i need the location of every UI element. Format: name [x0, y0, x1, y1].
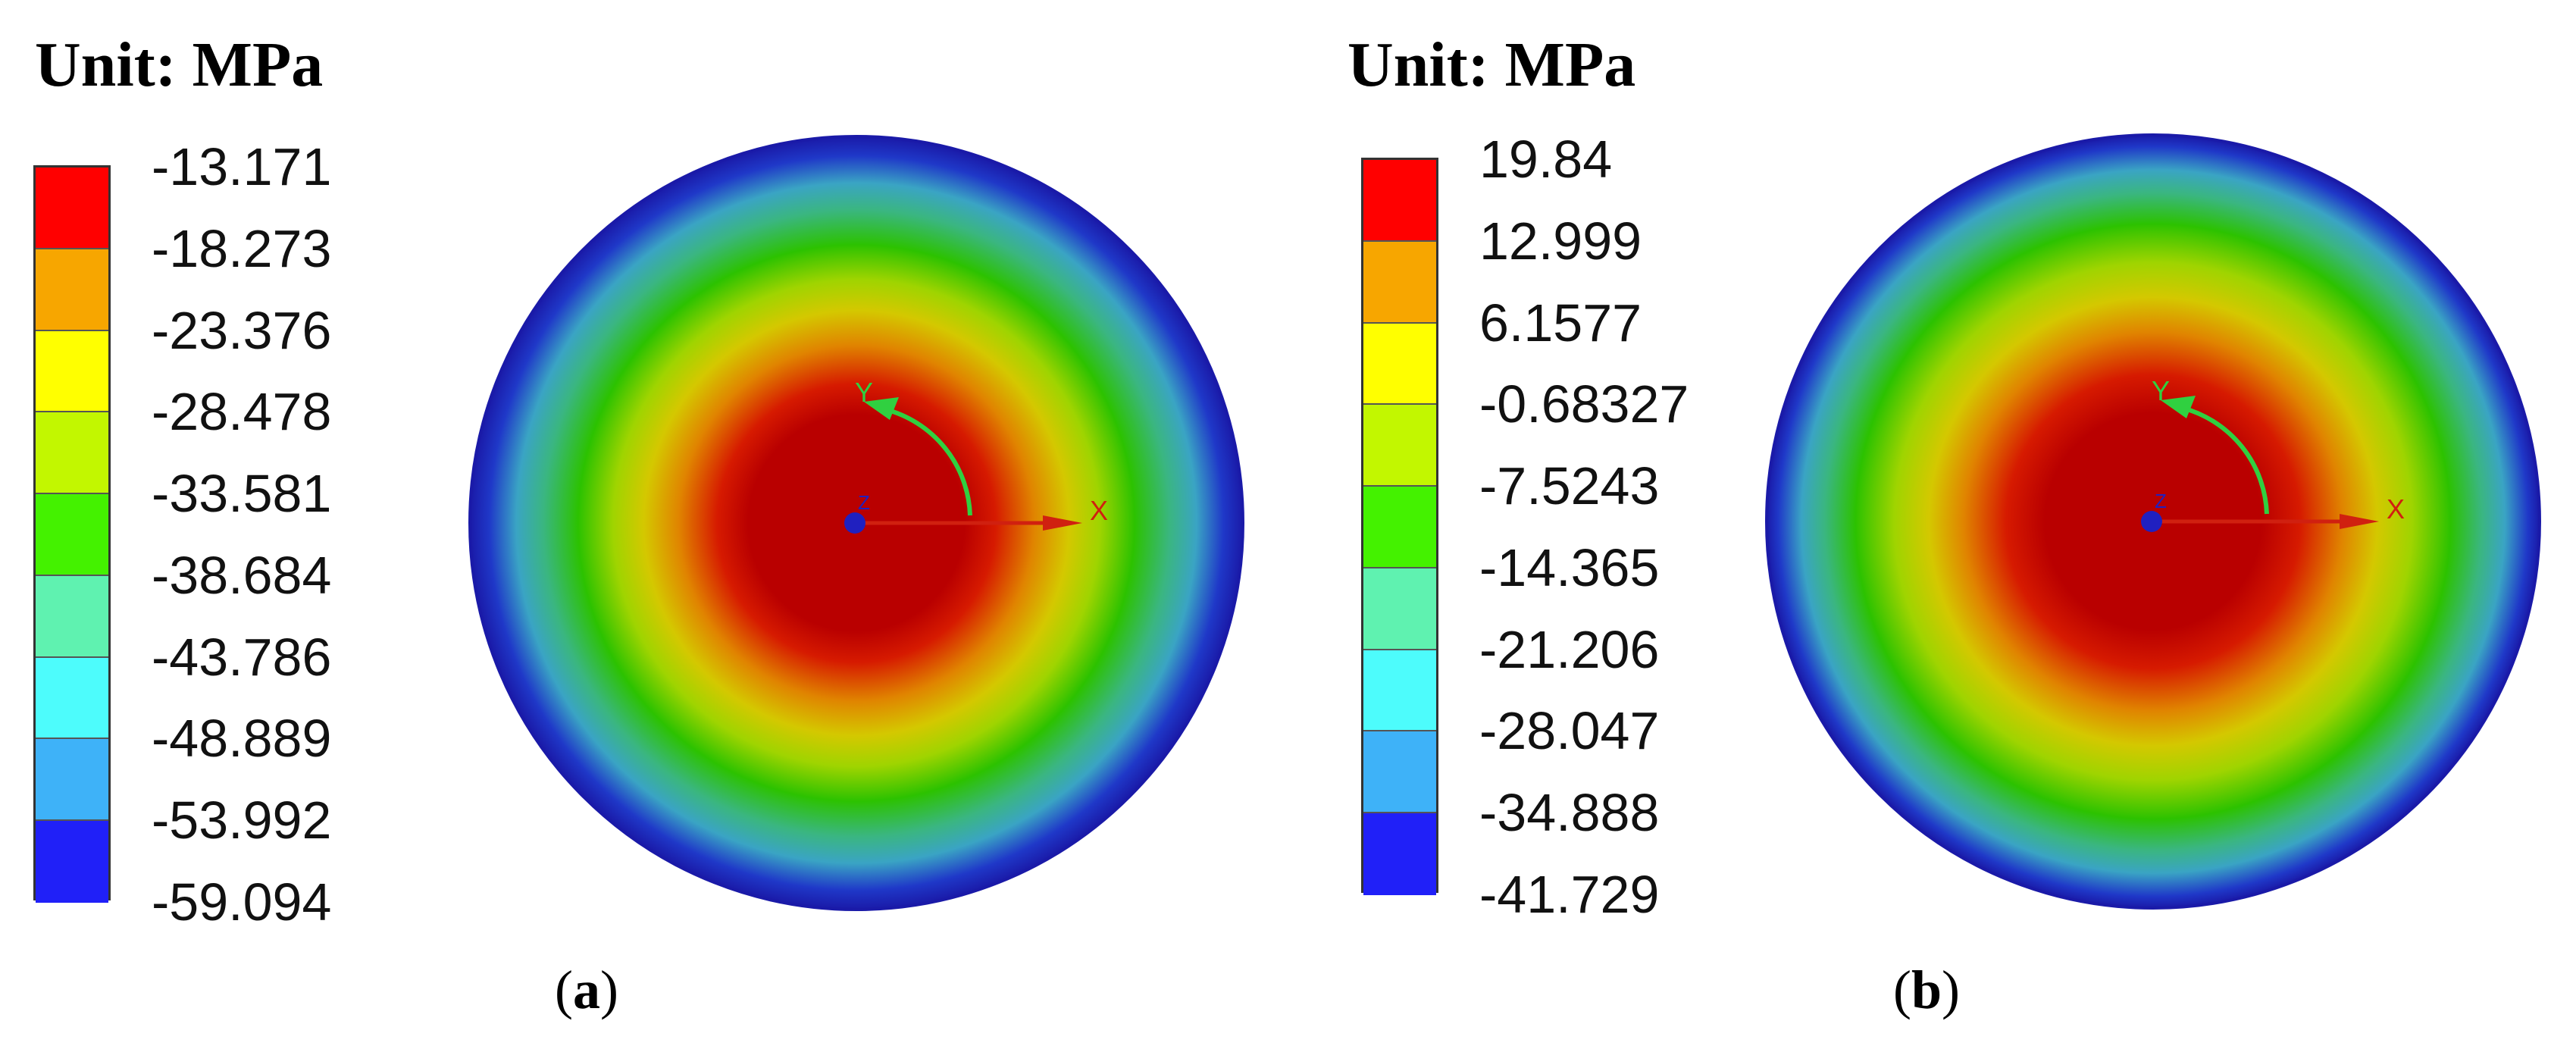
unit-title: Unit: MPa [1347, 30, 1636, 100]
legend-swatch [1363, 487, 1436, 568]
legend-value: -28.478 [152, 382, 332, 442]
legend-swatch [36, 575, 108, 658]
legend-swatch [36, 168, 108, 249]
legend-value: -38.684 [152, 545, 332, 605]
legend-swatch [36, 494, 108, 576]
legend-value: -28.047 [1479, 701, 1660, 761]
legend-value: -7.5243 [1479, 456, 1660, 516]
legend-swatch [1363, 568, 1436, 650]
legend-swatch [1363, 731, 1436, 814]
legend-swatch [1363, 405, 1436, 487]
legend-swatch [36, 739, 108, 822]
y-axis-label: Y [855, 377, 873, 408]
legend-value: -43.786 [152, 627, 332, 687]
legend-value: -14.365 [1479, 537, 1660, 597]
legend-swatch [36, 821, 108, 903]
legend-labels: -13.171 -18.273 -23.376 -28.478 -33.581 -38.6… [152, 140, 379, 929]
origin-marker [2141, 511, 2162, 532]
legend-swatch [36, 657, 108, 740]
legend-swatch [1363, 323, 1436, 406]
caption-a: (a) [555, 960, 618, 1020]
z-axis-label: Z [858, 491, 870, 514]
legend-value: -0.68327 [1479, 374, 1689, 434]
legend-value: -48.889 [152, 709, 332, 769]
legend-value: -21.206 [1479, 619, 1660, 679]
rotation-arc [884, 407, 972, 516]
contour-plot: X Y Z [1765, 133, 2541, 910]
legend-value: -34.888 [1479, 783, 1660, 843]
legend-value: -59.094 [152, 872, 332, 932]
legend-swatch [1363, 650, 1436, 732]
contour-plot: X Y Z [468, 135, 1244, 911]
y-axis-label: Y [2152, 375, 2170, 406]
legend-value: -13.171 [152, 137, 332, 196]
x-axis-arrowhead [1043, 515, 1082, 531]
legend-value: -33.581 [152, 464, 332, 524]
origin-marker [844, 512, 865, 534]
legend-value: 12.999 [1479, 211, 1642, 271]
caption-letter: a [572, 960, 600, 1020]
y-axis-arrowhead [864, 397, 899, 420]
legend-value: -53.992 [152, 791, 332, 850]
z-axis-label: Z [2155, 490, 2167, 512]
x-axis-label: X [2387, 493, 2405, 525]
x-axis-arrowhead [2340, 514, 2379, 529]
color-legend [33, 165, 111, 903]
legend-value: -23.376 [152, 300, 332, 360]
color-legend [1361, 158, 1438, 895]
unit-title: Unit: MPa [35, 30, 324, 100]
rotation-arc [2181, 406, 2269, 515]
legend-labels: 19.84 12.999 6.1577 -0.68327 -7.5243 -14.365 -… [1479, 133, 1729, 921]
legend-value: -18.273 [152, 218, 332, 278]
x-axis-label: X [1090, 495, 1108, 526]
legend-swatch [1363, 241, 1436, 324]
y-axis-arrowhead [2161, 396, 2196, 418]
legend-swatch [36, 249, 108, 331]
legend-value: -41.729 [1479, 865, 1660, 924]
legend-swatch [36, 412, 108, 495]
caption-letter: b [1911, 960, 1942, 1020]
legend-value: 6.1577 [1479, 293, 1642, 352]
legend-swatch [1363, 160, 1436, 242]
legend-swatch [1363, 813, 1436, 895]
legend-value: 19.84 [1479, 130, 1613, 189]
legend-swatch [36, 330, 108, 413]
caption-b: (b) [1893, 960, 1961, 1020]
